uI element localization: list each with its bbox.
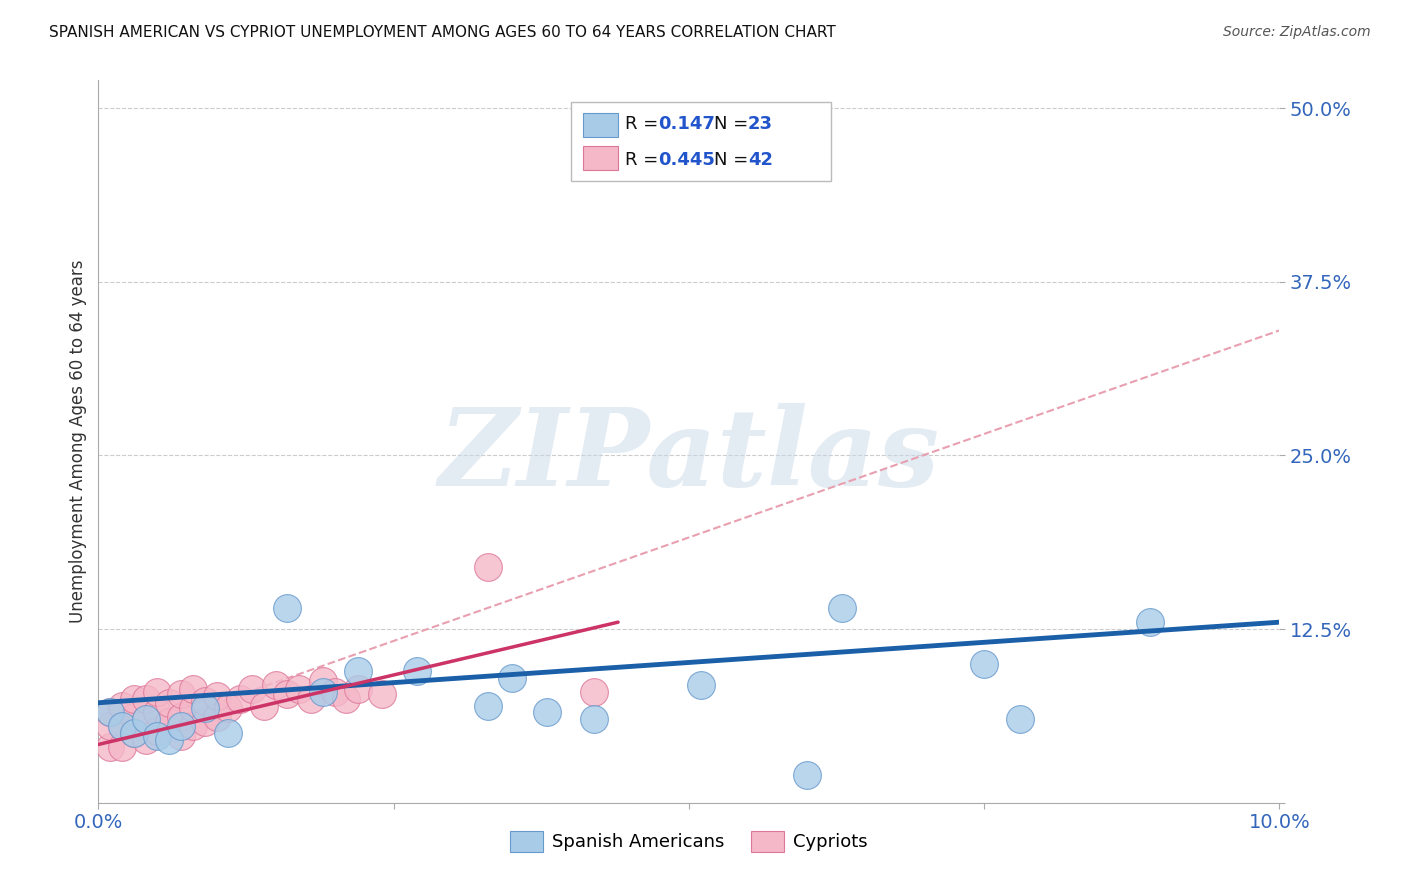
Point <box>406 664 429 678</box>
Point <box>181 719 204 733</box>
Point <box>146 729 169 743</box>
Point <box>157 733 180 747</box>
Point <box>288 681 311 696</box>
Point <box>205 709 228 723</box>
Point <box>135 691 157 706</box>
Text: 0.147: 0.147 <box>658 115 716 133</box>
Legend: Spanish Americans, Cypriots: Spanish Americans, Cypriots <box>503 823 875 859</box>
Point <box>122 691 145 706</box>
Point <box>276 687 298 701</box>
Point <box>122 726 145 740</box>
Point <box>217 701 239 715</box>
Point <box>583 713 606 727</box>
Point <box>146 706 169 720</box>
Point <box>689 678 711 692</box>
Point <box>264 678 287 692</box>
Point <box>111 719 134 733</box>
Point <box>1008 713 1031 727</box>
Point <box>170 729 193 743</box>
Text: ZIPatlas: ZIPatlas <box>439 403 939 509</box>
Point <box>122 726 145 740</box>
Point <box>217 726 239 740</box>
Text: R =: R = <box>626 115 664 133</box>
Point <box>253 698 276 713</box>
Point <box>312 684 335 698</box>
Point <box>111 698 134 713</box>
Text: N =: N = <box>714 151 754 169</box>
Point <box>98 706 121 720</box>
Point <box>536 706 558 720</box>
Point <box>477 698 499 713</box>
Point <box>477 559 499 574</box>
Y-axis label: Unemployment Among Ages 60 to 64 years: Unemployment Among Ages 60 to 64 years <box>69 260 87 624</box>
Point <box>122 709 145 723</box>
Point <box>1139 615 1161 630</box>
Point <box>181 701 204 715</box>
Point <box>170 687 193 701</box>
Point <box>299 691 322 706</box>
Point <box>146 684 169 698</box>
Point <box>98 706 121 720</box>
Point <box>170 719 193 733</box>
Point <box>111 719 134 733</box>
Point <box>98 719 121 733</box>
Text: R =: R = <box>626 151 664 169</box>
Point <box>501 671 523 685</box>
Point <box>194 694 217 708</box>
Point <box>98 740 121 755</box>
Point <box>181 681 204 696</box>
Point <box>335 691 357 706</box>
Point <box>157 696 180 710</box>
FancyBboxPatch shape <box>571 102 831 181</box>
Point <box>312 673 335 688</box>
Text: SPANISH AMERICAN VS CYPRIOT UNEMPLOYMENT AMONG AGES 60 TO 64 YEARS CORRELATION C: SPANISH AMERICAN VS CYPRIOT UNEMPLOYMENT… <box>49 25 837 40</box>
Point <box>796 768 818 782</box>
Point <box>205 689 228 703</box>
Point <box>157 715 180 730</box>
Point <box>973 657 995 671</box>
Text: 23: 23 <box>748 115 773 133</box>
Point <box>347 681 370 696</box>
Point <box>831 601 853 615</box>
Point <box>170 709 193 723</box>
Point <box>276 601 298 615</box>
Point <box>240 681 263 696</box>
Point <box>583 684 606 698</box>
Point <box>229 691 252 706</box>
Point <box>111 740 134 755</box>
Text: N =: N = <box>714 115 754 133</box>
Point <box>146 723 169 738</box>
Point <box>323 684 346 698</box>
Point <box>135 713 157 727</box>
Text: 0.445: 0.445 <box>658 151 716 169</box>
FancyBboxPatch shape <box>582 112 619 136</box>
Point <box>371 687 394 701</box>
Point <box>135 733 157 747</box>
Point <box>135 713 157 727</box>
FancyBboxPatch shape <box>582 146 619 169</box>
Point <box>194 701 217 715</box>
Point <box>347 664 370 678</box>
Point <box>194 715 217 730</box>
Text: Source: ZipAtlas.com: Source: ZipAtlas.com <box>1223 25 1371 39</box>
Text: 42: 42 <box>748 151 773 169</box>
